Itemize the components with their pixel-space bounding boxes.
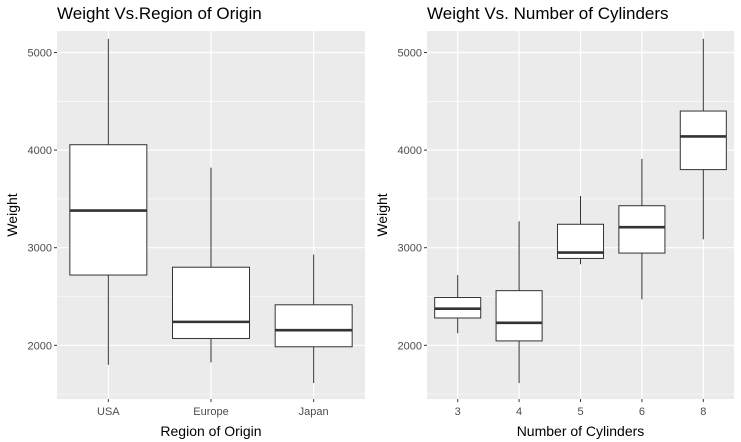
chart-region-of-origin: Weight Vs.Region of Origin 2000 3000 4000 5… (0, 0, 370, 442)
boxplot-region-svg: 2000 3000 4000 5000 USA Europe Japan Region of … (4, 31, 365, 439)
y-axis-title: Weight (4, 193, 20, 236)
x-tick-label: 3 (455, 406, 461, 418)
box-6 (618, 205, 666, 254)
box-Japan (274, 304, 353, 348)
chart-cylinders: Weight Vs. Number of Cylinders 2000 3000 4… (370, 0, 741, 442)
y-tick-label: 2000 (398, 340, 422, 352)
box-Europe (172, 266, 250, 339)
y-tick-label: 5000 (398, 47, 422, 59)
x-tick-label: 6 (639, 406, 645, 418)
box-8 (679, 110, 727, 171)
y-tick-label: 3000 (398, 243, 422, 255)
x-tick-label: 4 (516, 406, 522, 418)
x-axis-title: Number of Cylinders (517, 423, 645, 439)
boxplot-cylinders-svg: 2000 3000 4000 5000 3 4 5 6 8 Number of Cylinders… (374, 31, 734, 439)
y-tick-label: 4000 (398, 145, 422, 157)
x-tick-label: 5 (577, 406, 583, 418)
x-axis-title: Region of Origin (160, 423, 261, 439)
chart-title: Weight Vs. Number of Cylinders (427, 4, 669, 23)
x-tick-label: USA (97, 406, 120, 418)
x-tick-label: Japan (299, 406, 329, 418)
chart-title: Weight Vs.Region of Origin (57, 4, 262, 23)
y-axis-title: Weight (374, 193, 390, 236)
x-tick-label: 8 (700, 406, 706, 418)
y-tick-label: 4000 (28, 145, 52, 157)
box-4 (495, 290, 543, 342)
y-tick-label: 3000 (28, 243, 52, 255)
y-tick-label: 5000 (28, 47, 52, 59)
x-tick-label: Europe (193, 406, 228, 418)
y-tick-label: 2000 (28, 340, 52, 352)
